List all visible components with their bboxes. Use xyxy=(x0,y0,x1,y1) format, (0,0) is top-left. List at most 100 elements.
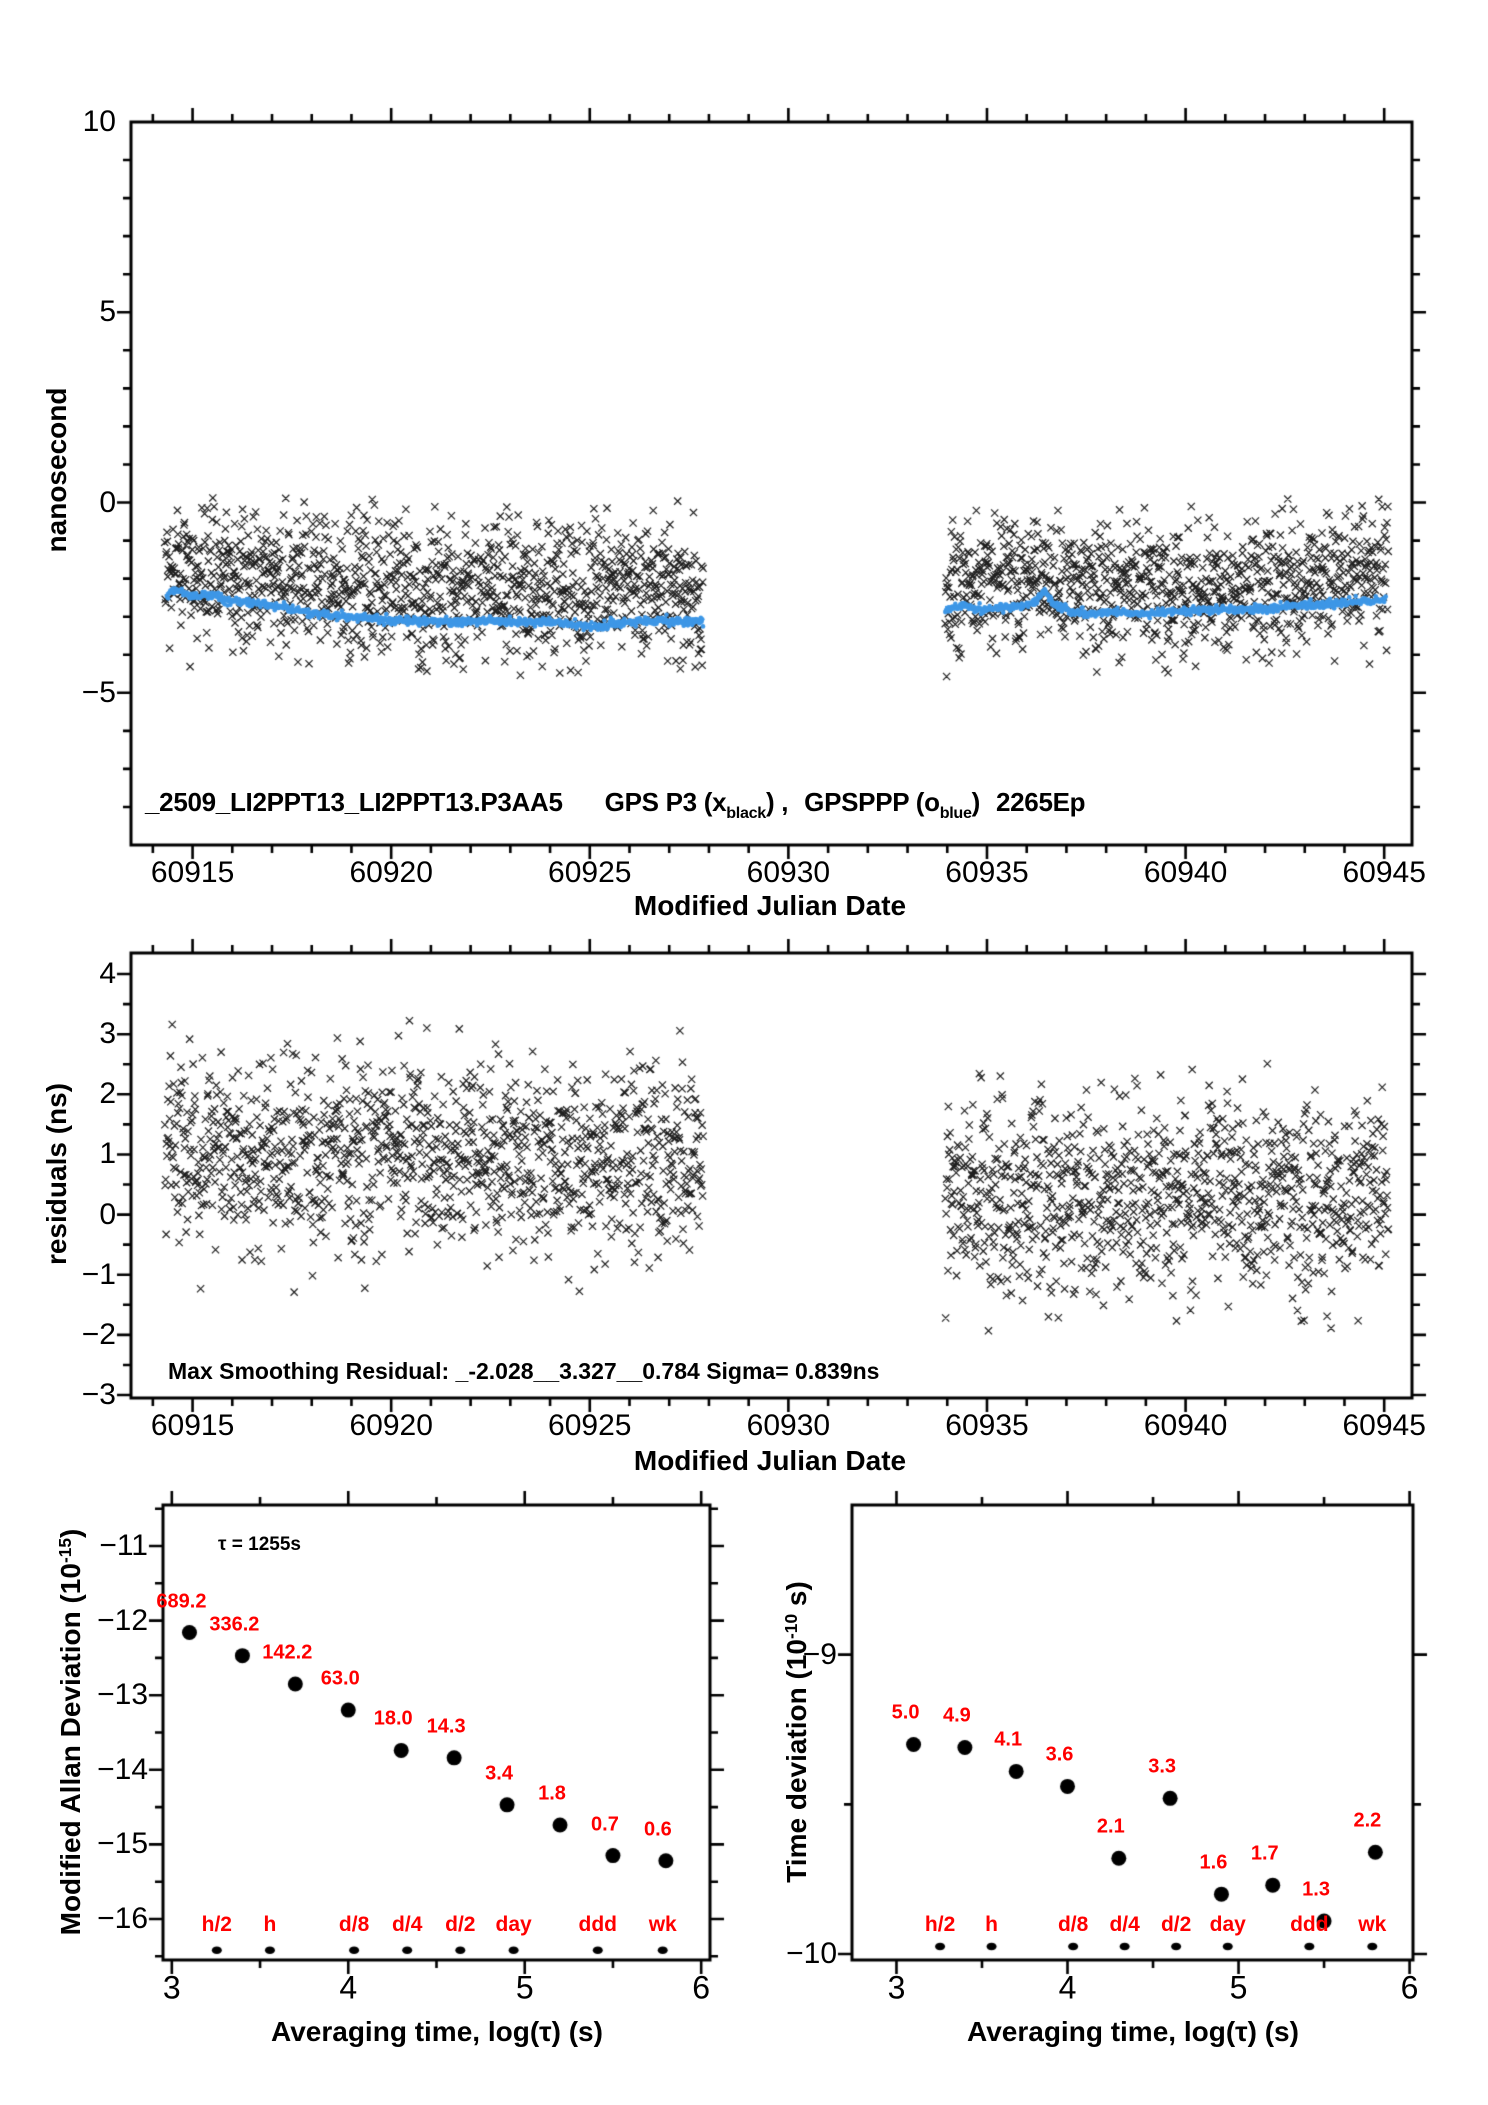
x-tick-label: 4 xyxy=(1058,1969,1077,2006)
dev-value-label: 0.6 xyxy=(643,1818,672,1841)
title-series2-close: ) xyxy=(971,787,981,817)
y-tick-label: 10 xyxy=(82,105,116,138)
y-tick-label: 0 xyxy=(99,1197,116,1231)
y-tick-label: −10 xyxy=(786,1937,837,1970)
x-tick-label: 6 xyxy=(1400,1969,1419,2006)
dev-value-label: 1.7 xyxy=(1250,1842,1279,1865)
y-tick-label: −9 xyxy=(802,1637,837,1671)
dev-value-label: 1.6 xyxy=(1199,1851,1228,1874)
panel3-x-axis-title: Averaging time, log(τ) (s) xyxy=(271,2016,603,2047)
tau-category-label: h xyxy=(985,1913,998,1937)
y-tick-label: 0 xyxy=(99,485,116,519)
dev-value-label: 4.9 xyxy=(942,1704,971,1727)
y-tick-label: −1 xyxy=(81,1257,116,1291)
dev-value-label: 3.3 xyxy=(1148,1755,1177,1778)
panel1-x-axis-title: Modified Julian Date xyxy=(633,890,907,921)
panel4-y-title-exponent: -10 xyxy=(781,1613,802,1639)
tau-category-label: h/2 xyxy=(201,1912,232,1936)
title-series1: GPS P3 (x xyxy=(604,787,727,817)
dev-value-label: 142.2 xyxy=(262,1641,313,1664)
title-series2: GPSPPP (o xyxy=(804,787,940,817)
dev-value-label: 18.0 xyxy=(373,1707,413,1730)
y-tick-label: 1 xyxy=(99,1137,116,1171)
title-epoch-count: 2265Ep xyxy=(995,787,1086,817)
y-tick-label: 5 xyxy=(99,295,116,329)
dev-value-label: 0.7 xyxy=(591,1813,619,1836)
y-tick-label: 4 xyxy=(99,957,116,991)
tau-category-label: wk xyxy=(1358,1913,1387,1937)
y-tick-label: −15 xyxy=(97,1827,148,1861)
panel1-y-axis-title: nanosecond xyxy=(41,387,72,553)
title-filename: _2509_LI2PPT13_LI2PPT13.P3AA5 xyxy=(145,787,563,817)
x-tick-label: 4 xyxy=(339,1969,358,2006)
tau-category-label: wk xyxy=(648,1912,677,1936)
x-tick-label: 3 xyxy=(162,1969,181,2006)
panel4-y-axis-title: Time deviation (10-10 s) xyxy=(781,1581,813,1883)
dev-value-label: 5.0 xyxy=(891,1701,920,1724)
dev-value-label: 63.0 xyxy=(320,1667,360,1690)
dev-value-label: 2.1 xyxy=(1096,1815,1125,1838)
y-tick-label: −12 xyxy=(97,1603,148,1637)
tau-category-label: d/8 xyxy=(338,1912,370,1936)
dev-value-label: 689.2 xyxy=(156,1590,207,1613)
tau-category-label: d/2 xyxy=(1160,1913,1192,1937)
panel2-y-axis-title: residuals (ns) xyxy=(41,1082,72,1266)
x-tick-label: 3 xyxy=(887,1969,906,2006)
x-tick-label: 60920 xyxy=(349,856,433,889)
title-series2-subscript: blue xyxy=(939,804,972,823)
dev-value-label: 14.3 xyxy=(426,1715,466,1738)
x-tick-label: 5 xyxy=(1229,1969,1248,2006)
tau-category-label: d/4 xyxy=(392,1912,423,1936)
dev-value-label: 3.4 xyxy=(485,1762,513,1785)
panel2-x-axis-title: Modified Julian Date xyxy=(633,1445,907,1476)
dev-value-label: 4.1 xyxy=(994,1728,1023,1751)
y-tick-label: −14 xyxy=(97,1752,148,1786)
y-tick-label: −16 xyxy=(97,1901,148,1935)
tau-category-label: day xyxy=(495,1912,532,1936)
x-tick-label: 60925 xyxy=(548,1409,632,1442)
y-tick-label: −5 xyxy=(81,675,116,709)
x-tick-label: 60915 xyxy=(150,1409,235,1442)
title-series1-close: ) , xyxy=(765,787,789,817)
y-tick-label: −3 xyxy=(81,1377,116,1411)
x-tick-label: 60940 xyxy=(1143,856,1228,889)
x-tick-label: 60930 xyxy=(746,856,831,889)
panel4-x-axis-title: Averaging time, log(τ) (s) xyxy=(967,2016,1299,2047)
x-tick-label: 60940 xyxy=(1143,1409,1228,1442)
residual-stats-annotation: Max Smoothing Residual: _-2.028__3.327__… xyxy=(168,1358,880,1384)
x-tick-label: 60915 xyxy=(150,856,235,889)
y-tick-label: −2 xyxy=(81,1317,116,1351)
tau-category-label: d/8 xyxy=(1057,1913,1089,1937)
panel4-y-title-close: s) xyxy=(781,1581,812,1614)
dev-value-label: 3.6 xyxy=(1045,1743,1074,1766)
tau-category-label: ddd xyxy=(1290,1913,1329,1937)
tau-category-label: d/4 xyxy=(1109,1913,1140,1937)
x-tick-label: 60920 xyxy=(349,1409,433,1442)
panel3-y-title-text: Modified Allan Deviation (10 xyxy=(55,1563,86,1936)
x-tick-label: 60935 xyxy=(945,856,1029,889)
dev-value-label: 1.3 xyxy=(1302,1878,1330,1901)
dev-value-label: 1.8 xyxy=(538,1782,566,1805)
tau-category-label: h xyxy=(263,1912,277,1936)
y-tick-label: −13 xyxy=(97,1678,148,1712)
y-tick-label: 3 xyxy=(99,1017,116,1051)
tau-category-label: h/2 xyxy=(924,1913,956,1937)
panel4-y-title-text: Time deviation (10 xyxy=(781,1638,812,1883)
dev-value-label: 336.2 xyxy=(209,1613,260,1636)
x-tick-label: 60935 xyxy=(945,1409,1029,1442)
x-tick-label: 60930 xyxy=(746,1409,831,1442)
panel3-y-title-close: ) xyxy=(55,1528,86,1538)
y-tick-label: 2 xyxy=(99,1077,116,1111)
x-tick-label: 60945 xyxy=(1342,856,1426,889)
tau-annotation: τ = 1255s xyxy=(218,1534,301,1555)
tau-category-label: ddd xyxy=(578,1912,618,1936)
panel3-y-axis-title: Modified Allan Deviation (10-15) xyxy=(55,1529,87,1936)
x-tick-label: 60945 xyxy=(1342,1409,1426,1442)
dev-value-label: 2.2 xyxy=(1353,1809,1382,1832)
x-tick-label: 5 xyxy=(515,1969,534,2006)
x-tick-label: 6 xyxy=(692,1969,711,2006)
panel3-y-title-exponent: -15 xyxy=(55,1537,76,1564)
title-series1-subscript: black xyxy=(726,804,766,823)
